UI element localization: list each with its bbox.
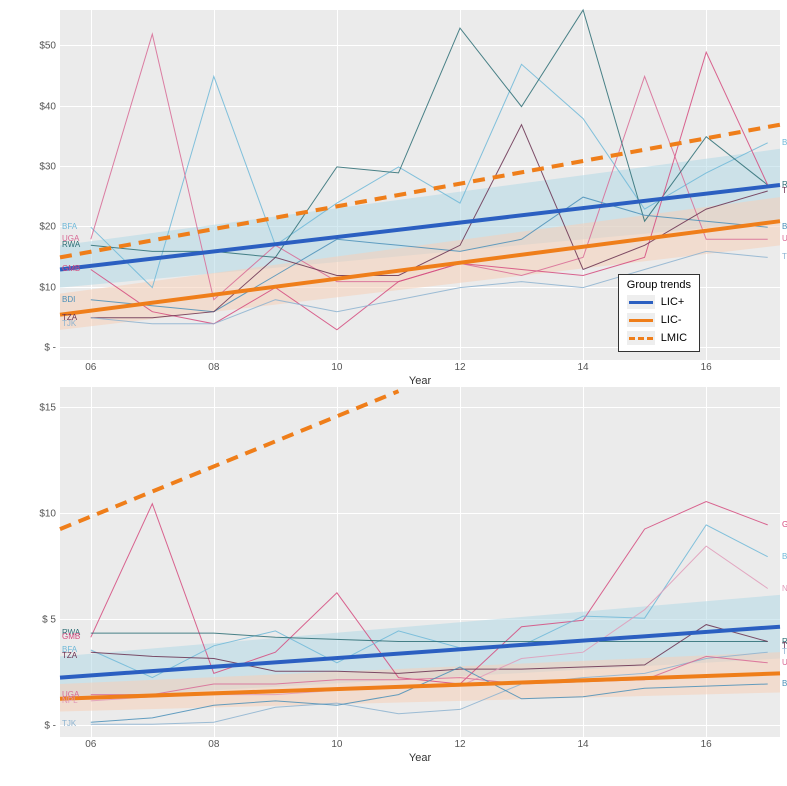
x-tick: 08 (208, 360, 219, 373)
legend: Group trends LIC+ LIC- LMIC (618, 274, 700, 352)
plot-area (60, 387, 780, 737)
legend-label: LIC+ (661, 296, 685, 308)
x-tick: 14 (578, 360, 589, 373)
y-tick: $ - (44, 342, 60, 353)
country-tag-left: GMB (62, 632, 80, 641)
country-tag-left: BFA (62, 222, 77, 231)
country-tag-right: TJK (782, 252, 787, 261)
x-tick: 16 (701, 737, 712, 750)
x-tick: 10 (331, 737, 342, 750)
y-tick: $10 (39, 509, 60, 520)
y-tick: $20 (39, 222, 60, 233)
y-tick: $30 (39, 161, 60, 172)
trend-lmic (60, 391, 399, 529)
x-tick: 08 (208, 737, 219, 750)
x-tick: 06 (85, 360, 96, 373)
y-tick: $50 (39, 41, 60, 52)
legend-item: LMIC (627, 329, 691, 347)
legend-title: Group trends (627, 279, 691, 291)
chart-top: Total spendingper birth on routineimmuni… (10, 10, 777, 360)
country-tag-left: TJK (62, 319, 76, 328)
x-tick: 10 (331, 360, 342, 373)
y-tick: $ - (44, 721, 60, 732)
legend-label: LIC- (661, 314, 682, 326)
y-tick: $40 (39, 101, 60, 112)
country-tag-right: BFA (782, 138, 787, 147)
country-tag-right: BDI (782, 222, 787, 231)
country-tag-right: TZA (782, 186, 787, 195)
x-axis-label: Year (60, 752, 780, 764)
y-tick: $ 5 (42, 615, 60, 626)
country-tag-right: GMB (782, 520, 787, 529)
country-tag-right: BFA (782, 552, 787, 561)
country-tag-right: UGA (782, 658, 787, 667)
x-tick: 12 (454, 360, 465, 373)
legend-item: LIC+ (627, 293, 691, 311)
legend-label: LMIC (661, 332, 687, 344)
country-tag-right: BDI (782, 679, 787, 688)
country-tag-right: UGA (782, 234, 787, 243)
country-tag-left: TZA (62, 651, 77, 660)
country-tag-right: TJK (782, 647, 787, 656)
country-tag-left: TJK (62, 719, 76, 728)
x-tick: 06 (85, 737, 96, 750)
x-axis-label: Year (60, 375, 780, 387)
country-tag-left: RWA (62, 240, 80, 249)
country-tag-right: NPL (782, 584, 787, 593)
x-tick: 12 (454, 737, 465, 750)
country-tag-left: NPL (62, 696, 78, 705)
y-tick: $15 (39, 403, 60, 414)
x-tick: 16 (701, 360, 712, 373)
y-tick: $10 (39, 282, 60, 293)
legend-item: LIC- (627, 311, 691, 329)
country-tag-left: GMB (62, 264, 80, 273)
chart-bottom: Government spendingper birth on routinei… (10, 387, 777, 737)
country-tag-left: BDI (62, 295, 75, 304)
x-tick: 14 (578, 737, 589, 750)
